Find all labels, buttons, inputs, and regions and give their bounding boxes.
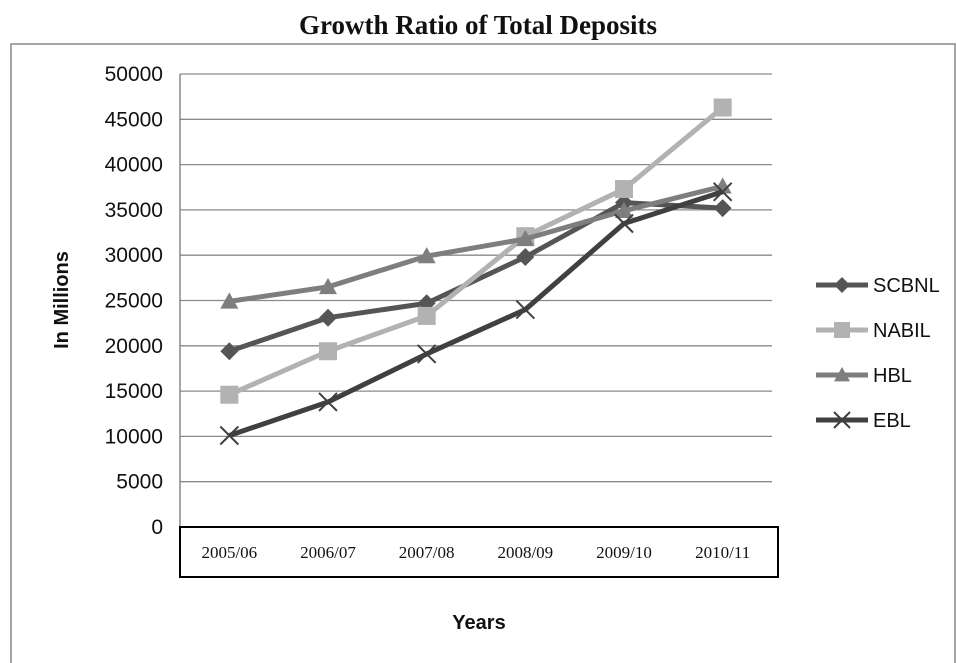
data-point (834, 277, 850, 293)
legend-label: SCBNL (873, 275, 940, 297)
y-tick-label: 30000 (105, 244, 163, 267)
data-point (219, 425, 240, 446)
legend-label: EBL (873, 410, 911, 432)
x-tick-label: 2005/06 (201, 543, 257, 562)
data-point (614, 213, 634, 234)
data-point (834, 322, 850, 338)
y-tick-label: 35000 (105, 199, 163, 222)
y-tick-label: 50000 (105, 63, 163, 86)
y-axis-ticks: 0 5000 10000 15000 20000 25000 30000 35000 40000… (105, 63, 163, 539)
data-point (319, 308, 337, 327)
data-point (319, 342, 337, 361)
data-point (416, 344, 437, 364)
data-point (713, 199, 732, 218)
y-tick-label: 25000 (105, 290, 163, 313)
y-tick-label: 40000 (105, 154, 163, 177)
legend-label: NABIL (873, 320, 931, 342)
y-tick-label: 15000 (105, 380, 163, 403)
data-point (833, 411, 851, 429)
plot-axes (179, 74, 779, 578)
data-point (515, 299, 536, 320)
y-axis-label: In Millions (51, 251, 73, 349)
x-tick-label: 2009/10 (596, 543, 652, 562)
chart-title: Growth Ratio of Total Deposits (298, 10, 658, 40)
series-line-nabil (228, 105, 725, 398)
legend-item-nabil: NABIL (816, 320, 931, 342)
data-point (220, 385, 239, 404)
data-point (516, 248, 535, 267)
data-point (516, 229, 535, 247)
series-nabil (220, 98, 732, 404)
x-tick-label: 2010/11 (695, 543, 750, 562)
y-tick-label: 10000 (105, 425, 163, 448)
data-point (220, 342, 239, 361)
gridlines (180, 73, 772, 483)
chart-frame (10, 43, 956, 663)
data-point (319, 277, 337, 295)
series-ebl (219, 182, 733, 446)
data-point (615, 180, 633, 199)
data-point (713, 98, 732, 117)
data-point (417, 247, 436, 264)
series-lines (219, 98, 733, 446)
data-point (834, 367, 850, 382)
data-point (713, 177, 732, 194)
legend-label: HBL (873, 365, 912, 387)
y-tick-label: 0 (151, 516, 163, 539)
y-tick-label: 45000 (105, 108, 163, 131)
data-point (417, 306, 436, 325)
series-line-ebl (228, 189, 724, 438)
series-line-scbnl (228, 200, 723, 354)
data-point (318, 392, 338, 412)
series-line-hbl (228, 183, 724, 304)
legend-item-hbl: HBL (816, 365, 912, 387)
y-tick-label: 5000 (116, 471, 163, 494)
legend-item-scbnl: SCBNL (816, 275, 940, 297)
data-point (615, 201, 633, 219)
data-point (220, 292, 239, 309)
x-axis-box (179, 526, 779, 578)
legend-item-ebl: EBL (816, 410, 911, 432)
x-tick-label: 2006/07 (300, 543, 356, 562)
x-tick-label: 2008/09 (497, 543, 553, 562)
legend: SCBNL NABIL HBL EBL (816, 275, 940, 432)
y-tick-label: 20000 (105, 335, 163, 358)
series-hbl (220, 177, 732, 309)
data-point (712, 182, 733, 202)
x-axis-ticks: 2005/06 2006/07 2007/08 2008/09 2009/10 2010/… (201, 543, 750, 562)
x-tick-label: 2007/08 (399, 543, 455, 562)
x-axis-label: Years (452, 612, 505, 634)
